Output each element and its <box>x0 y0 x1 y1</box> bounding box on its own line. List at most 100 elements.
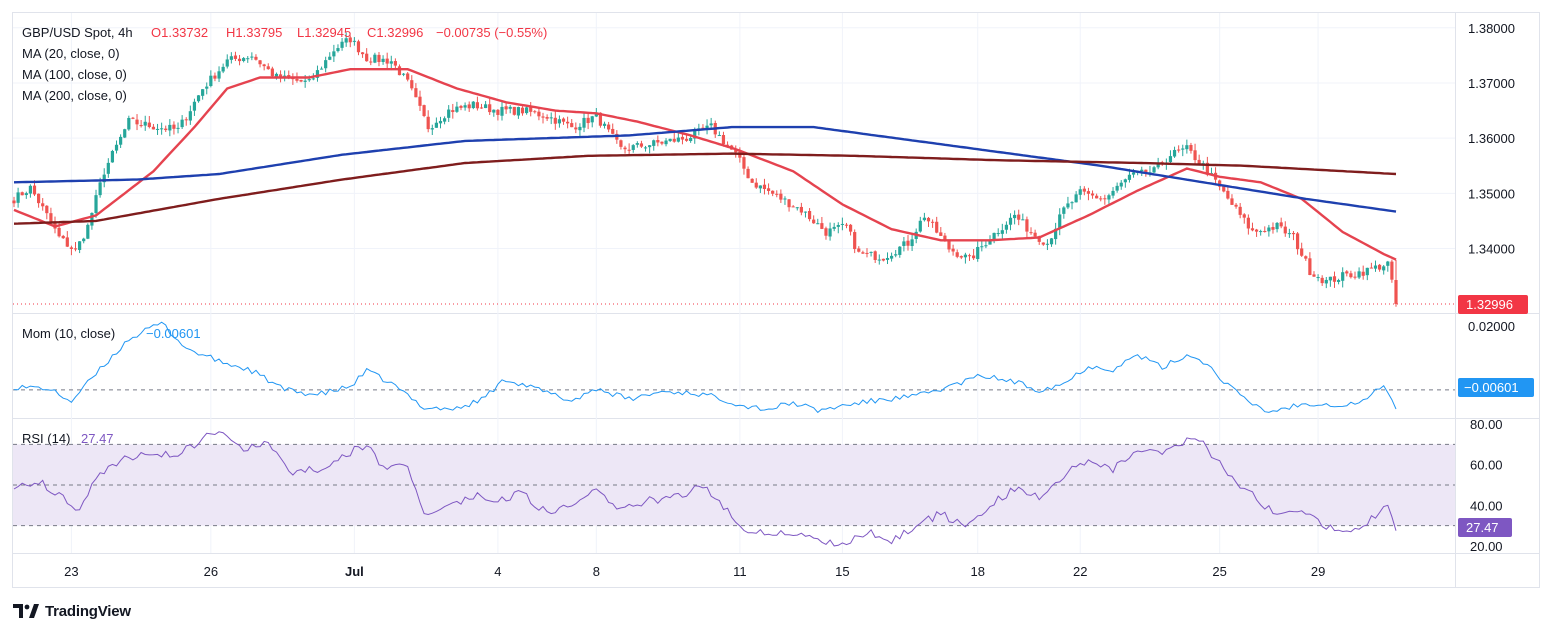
rsi-tick-label: 20.00 <box>1470 539 1503 554</box>
candle <box>545 114 549 122</box>
candle <box>1152 165 1156 174</box>
candle <box>401 72 406 77</box>
candle <box>336 44 340 53</box>
candle <box>1304 255 1308 261</box>
legend-ma100[interactable]: MA (100, close, 0) <box>22 67 127 82</box>
candle <box>1320 275 1324 286</box>
rsi-pane[interactable] <box>13 431 1455 547</box>
candle <box>106 158 110 178</box>
x-tick-label: 29 <box>1311 564 1325 579</box>
candle <box>1004 221 1009 234</box>
candle <box>803 211 808 218</box>
candle <box>775 190 779 198</box>
x-tick-label: 11 <box>733 564 747 579</box>
candle <box>746 166 750 179</box>
candle <box>758 185 762 193</box>
candle <box>360 52 365 58</box>
candle <box>455 101 459 113</box>
candle <box>139 119 143 128</box>
candle <box>24 191 28 199</box>
candle <box>1103 194 1107 205</box>
candle <box>172 121 176 135</box>
candle <box>947 239 951 253</box>
price-tick-label: 1.38000 <box>1468 21 1515 36</box>
ma200-line[interactable] <box>13 152 1397 225</box>
chart-frame <box>12 12 1540 588</box>
candle <box>787 199 791 212</box>
candle <box>422 104 426 118</box>
candle <box>1336 278 1341 285</box>
candle <box>1058 208 1062 236</box>
legend-rsi-name[interactable]: RSI (14) <box>22 431 70 446</box>
candle <box>188 105 192 125</box>
x-tick-label: 25 <box>1212 564 1226 579</box>
candle <box>508 105 512 114</box>
candle <box>86 223 90 240</box>
candle <box>1168 150 1173 165</box>
mom-last-badge: −0.00601 <box>1458 378 1534 397</box>
candle <box>889 252 894 262</box>
candle <box>1090 190 1095 199</box>
candle <box>1275 222 1279 233</box>
candle <box>406 71 410 82</box>
candle <box>791 205 795 208</box>
candle <box>549 112 553 125</box>
candle <box>951 244 955 256</box>
candle <box>955 249 959 259</box>
mom-line[interactable] <box>13 321 1397 414</box>
candle <box>939 227 943 236</box>
momentum-pane[interactable] <box>13 321 1455 414</box>
candle <box>418 90 422 111</box>
candle <box>1062 206 1066 219</box>
price-pane[interactable] <box>12 32 1455 307</box>
candle <box>324 56 328 73</box>
candle <box>266 63 270 70</box>
legend-ma200[interactable]: MA (200, close, 0) <box>22 88 127 103</box>
candle <box>848 223 853 236</box>
candle <box>369 57 373 66</box>
x-tick-label: 4 <box>494 564 501 579</box>
candle <box>771 190 775 197</box>
candle <box>1025 216 1029 238</box>
candle <box>1029 227 1033 235</box>
candle <box>352 37 356 46</box>
price-tick-label: 1.36000 <box>1468 131 1515 146</box>
candle <box>201 89 205 100</box>
candle <box>1049 237 1054 247</box>
candle <box>119 134 123 148</box>
ma20-line[interactable] <box>13 68 1397 261</box>
candle <box>520 106 525 116</box>
candle <box>1287 228 1291 238</box>
candle <box>734 145 738 158</box>
candle <box>1041 242 1045 246</box>
candle <box>922 212 926 222</box>
candle <box>135 114 139 131</box>
legend-ma20[interactable]: MA (20, close, 0) <box>22 46 120 61</box>
mom-tick-label: 0.02000 <box>1468 319 1515 334</box>
candle <box>832 222 836 232</box>
candle <box>1095 193 1099 199</box>
candle <box>877 254 881 265</box>
candle <box>373 52 377 64</box>
price-last-badge: 1.32996 <box>1458 294 1528 314</box>
candle <box>283 70 287 82</box>
price-tick-label: 1.37000 <box>1468 76 1515 91</box>
candle <box>242 56 246 63</box>
candle <box>1328 276 1332 287</box>
candle <box>410 75 414 91</box>
rsi-line[interactable] <box>13 431 1397 547</box>
price-tick-label: 1.34000 <box>1468 242 1515 257</box>
candle <box>1295 232 1300 255</box>
legend-mom-name[interactable]: Mom (10, close) <box>22 326 115 341</box>
candle <box>754 178 758 189</box>
candle <box>1259 229 1263 236</box>
tradingview-brand[interactable]: TradingView <box>13 600 131 622</box>
candle <box>660 141 664 146</box>
ma100-line[interactable] <box>13 125 1397 213</box>
candle <box>976 241 980 262</box>
candle <box>840 217 844 231</box>
candle <box>1119 180 1123 190</box>
candle <box>1373 260 1378 272</box>
x-tick-label: 8 <box>593 564 600 579</box>
